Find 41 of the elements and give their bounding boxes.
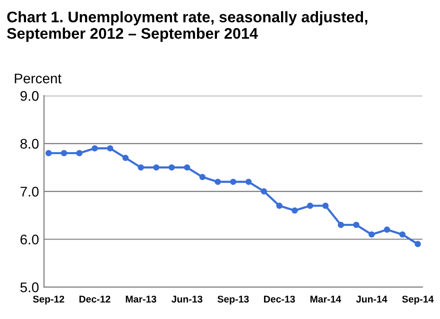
- point: [199, 174, 206, 180]
- y-tick-label: 8.0: [20, 138, 39, 149]
- point: [214, 178, 221, 185]
- point: [76, 150, 83, 156]
- point: [322, 202, 329, 209]
- x-tick-label: Jun-13: [172, 296, 202, 303]
- x-tick-label: Jun-14: [356, 296, 388, 303]
- point: [399, 231, 406, 238]
- y-tick-label: 9.0: [20, 91, 39, 101]
- point: [230, 178, 236, 185]
- point: [92, 145, 98, 152]
- point: [353, 222, 360, 228]
- point: [276, 202, 282, 209]
- chart-title: Chart 1. Unemployment rate, seasonally adjusted, September 2012 – September 2014: [7, 11, 368, 42]
- point: [368, 231, 375, 238]
- x-tick-label: Sep-12: [32, 296, 64, 304]
- point: [384, 226, 390, 233]
- point: [153, 164, 160, 171]
- point: [306, 202, 314, 209]
- x-tick-label: Dec-13: [264, 296, 295, 303]
- point: [260, 188, 268, 195]
- point: [292, 207, 298, 214]
- x-tick-label: Sep-13: [218, 296, 249, 304]
- y-tick-label: 7.0: [20, 186, 39, 197]
- y-tick-label: 5.0: [20, 282, 39, 292]
- x-tick-label: Sep-14: [402, 296, 434, 304]
- point: [168, 164, 175, 171]
- point: [245, 178, 252, 185]
- x-tick-label: Dec-12: [79, 296, 110, 303]
- point: [414, 240, 421, 248]
- point: [138, 164, 144, 171]
- y-axis-title: Percent: [14, 74, 62, 84]
- point: [122, 154, 129, 162]
- point: [107, 145, 114, 152]
- y-tick-label: 6.0: [20, 234, 39, 244]
- point: [338, 222, 344, 228]
- x-tick-label: Mar-13: [126, 296, 156, 303]
- point: [184, 164, 190, 171]
- x-tick-label: Mar-14: [310, 296, 342, 303]
- point: [60, 150, 68, 156]
- point: [45, 150, 52, 156]
